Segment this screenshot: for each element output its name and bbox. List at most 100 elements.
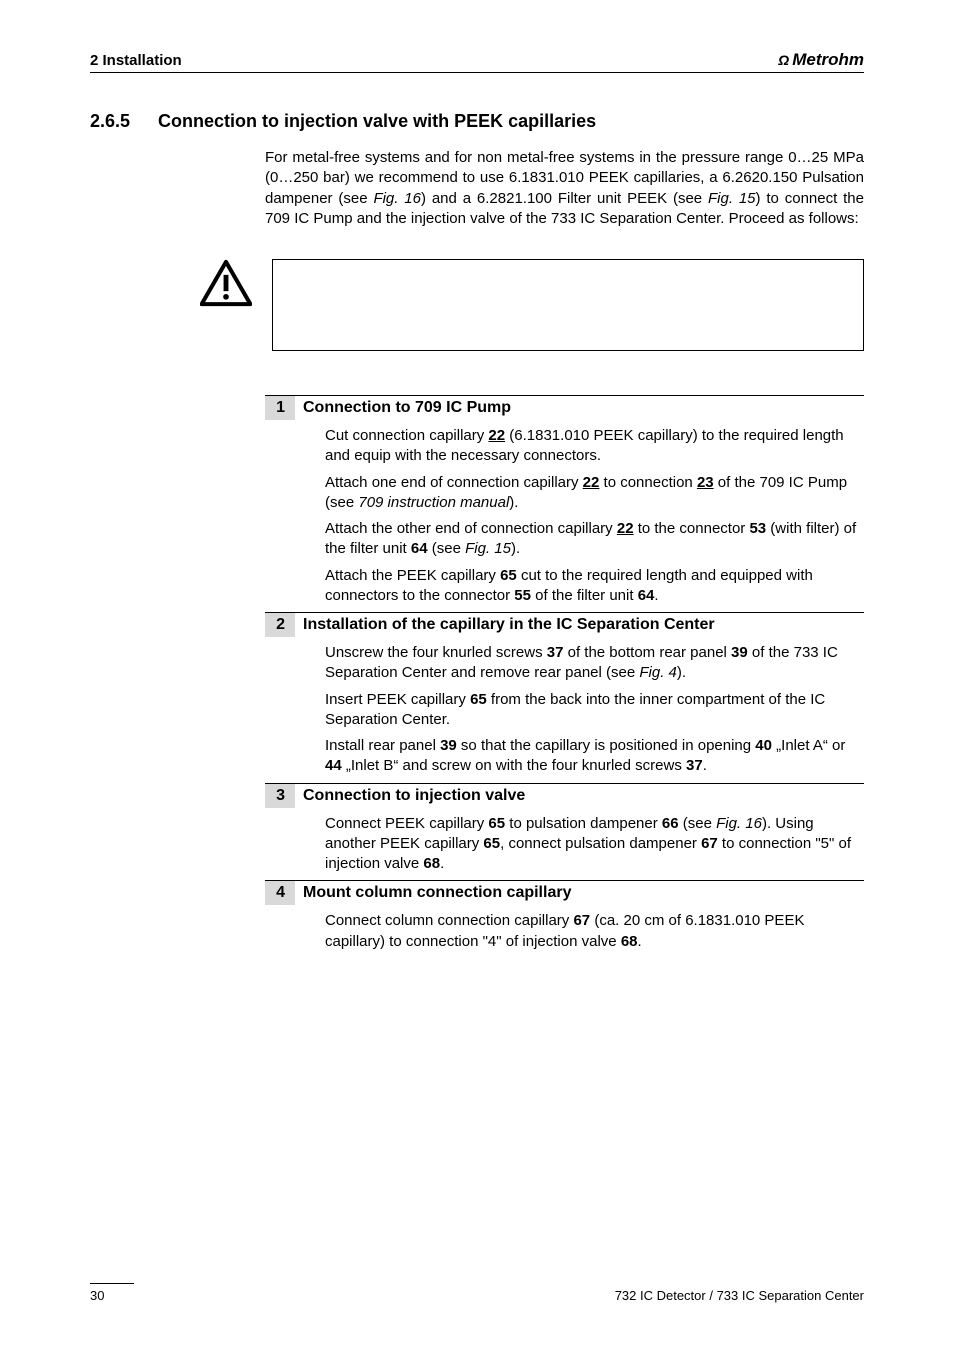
text-run: so that the capillary is positioned in o…	[457, 737, 756, 754]
text-run: 65	[483, 835, 500, 852]
text-run: .	[638, 933, 642, 950]
step-paragraph: Unscrew the four knurled screws 37 of th…	[325, 643, 864, 684]
page-header: 2 Installation ΩMetrohm	[90, 50, 864, 73]
text-run: Attach one end of connection capillary	[325, 474, 583, 491]
text-run: ).	[511, 540, 520, 557]
brand-icon: Ω	[778, 52, 789, 68]
text-run: to the connector	[634, 520, 750, 537]
ref-link[interactable]: Fig. 4	[639, 664, 677, 681]
step-title: Mount column connection capillary	[295, 881, 864, 905]
text-run: .	[703, 757, 707, 774]
page-number: 30	[90, 1283, 134, 1303]
intro-paragraph: For metal-free systems and for non metal…	[265, 148, 864, 229]
text-run: 65	[470, 691, 487, 708]
page-footer: 30 732 IC Detector / 733 IC Separation C…	[90, 1283, 864, 1303]
text-run: (see	[679, 815, 717, 832]
text-run: 37	[547, 644, 564, 661]
text-run: Attach the PEEK capillary	[325, 567, 500, 584]
text-run: of the bottom rear panel	[563, 644, 731, 661]
text-run: 22	[488, 427, 505, 444]
step-head: 4Mount column connection capillary	[265, 880, 864, 905]
text-run: 22	[583, 474, 600, 491]
step-number: 3	[265, 784, 295, 808]
header-brand: ΩMetrohm	[778, 50, 864, 70]
step-paragraph: Attach the other end of connection capil…	[325, 519, 864, 560]
footer-doc-title: 732 IC Detector / 733 IC Separation Cent…	[615, 1288, 864, 1303]
step-head: 2Installation of the capillary in the IC…	[265, 612, 864, 637]
text-run: 66	[662, 815, 679, 832]
text-run: (see	[428, 540, 466, 557]
text-run: Insert PEEK capillary	[325, 691, 470, 708]
text-run: ).	[509, 494, 518, 511]
text-run: 53	[749, 520, 766, 537]
text-run: of the filter unit	[531, 587, 638, 604]
step-title: Connection to 709 IC Pump	[295, 396, 864, 420]
step-title: Connection to injection valve	[295, 784, 864, 808]
text-run: Connect column connection capillary	[325, 912, 573, 929]
step-number: 1	[265, 396, 295, 420]
text-run: 39	[440, 737, 457, 754]
warning-box	[272, 259, 864, 351]
step-paragraph: Cut connection capillary 22 (6.1831.010 …	[325, 426, 864, 467]
text-run: 55	[514, 587, 531, 604]
text-run: 39	[731, 644, 748, 661]
step-body: Connect column connection capillary 67 (…	[325, 911, 864, 952]
text-run: to pulsation dampener	[505, 815, 662, 832]
heading-title: Connection to injection valve with PEEK …	[158, 111, 596, 132]
section-heading: 2.6.5 Connection to injection valve with…	[90, 111, 864, 132]
text-run: 64	[638, 587, 655, 604]
text-run: „Inlet A“ or	[772, 737, 845, 754]
steps-container: 1Connection to 709 IC Pump Cut connection…	[265, 395, 864, 952]
text-run: 37	[686, 757, 703, 774]
text-run: 65	[500, 567, 517, 584]
intro-ref-link[interactable]: Fig. 16	[373, 190, 421, 207]
step-title: Installation of the capillary in the IC …	[295, 613, 864, 637]
text-run: Install rear panel	[325, 737, 440, 754]
page: 2 Installation ΩMetrohm 2.6.5 Connection…	[0, 0, 954, 1351]
warning-icon	[200, 259, 252, 312]
text-run: .	[440, 855, 444, 872]
step-paragraph: Connect column connection capillary 67 (…	[325, 911, 864, 952]
step-body: Cut connection capillary 22 (6.1831.010 …	[325, 426, 864, 606]
text-run: 67	[701, 835, 718, 852]
text-run: , connect pulsation dampener	[500, 835, 701, 852]
ref-link[interactable]: Fig. 15	[465, 540, 511, 557]
text-run: to connection	[599, 474, 697, 491]
text-run: Cut connection capillary	[325, 427, 488, 444]
step-paragraph: Attach the PEEK capillary 65 cut to the …	[325, 566, 864, 607]
step-head: 1Connection to 709 IC Pump	[265, 395, 864, 420]
step-number: 4	[265, 881, 295, 905]
header-section: 2 Installation	[90, 52, 182, 69]
brand-text: Metrohm	[792, 50, 864, 70]
text-run: 44	[325, 757, 342, 774]
step-paragraph: Connect PEEK capillary 65 to pulsation d…	[325, 814, 864, 875]
warning-row	[200, 259, 864, 351]
text-run: Unscrew the four knurled screws	[325, 644, 547, 661]
text-run: Connect PEEK capillary	[325, 815, 488, 832]
ref-link[interactable]: Fig. 16	[716, 815, 762, 832]
text-run: 65	[488, 815, 505, 832]
step-paragraph: Install rear panel 39 so that the capill…	[325, 736, 864, 777]
step-paragraph: Insert PEEK capillary 65 from the back i…	[325, 690, 864, 731]
step-paragraph: Attach one end of connection capillary 2…	[325, 473, 864, 514]
text-run: .	[654, 587, 658, 604]
text-run: 23	[697, 474, 714, 491]
step-head: 3Connection to injection valve	[265, 783, 864, 808]
text-run: 40	[755, 737, 772, 754]
text-run: 68	[621, 933, 638, 950]
text-run: „Inlet B“ and screw on with the four knu…	[342, 757, 686, 774]
text-run: 64	[411, 540, 428, 557]
step-body: Connect PEEK capillary 65 to pulsation d…	[325, 814, 864, 875]
intro-text: ) and a 6.2821.100 Filter unit PEEK (see	[421, 190, 708, 207]
step-body: Unscrew the four knurled screws 37 of th…	[325, 643, 864, 777]
heading-number: 2.6.5	[90, 111, 130, 132]
text-run: 67	[573, 912, 590, 929]
text-run: 68	[423, 855, 440, 872]
intro-block: For metal-free systems and for non metal…	[265, 148, 864, 229]
text-run: 22	[617, 520, 634, 537]
intro-ref-link[interactable]: Fig. 15	[708, 190, 756, 207]
step-number: 2	[265, 613, 295, 637]
text-run: Attach the other end of connection capil…	[325, 520, 617, 537]
ref-link[interactable]: 709 instruction manual	[358, 494, 509, 511]
text-run: ).	[677, 664, 686, 681]
